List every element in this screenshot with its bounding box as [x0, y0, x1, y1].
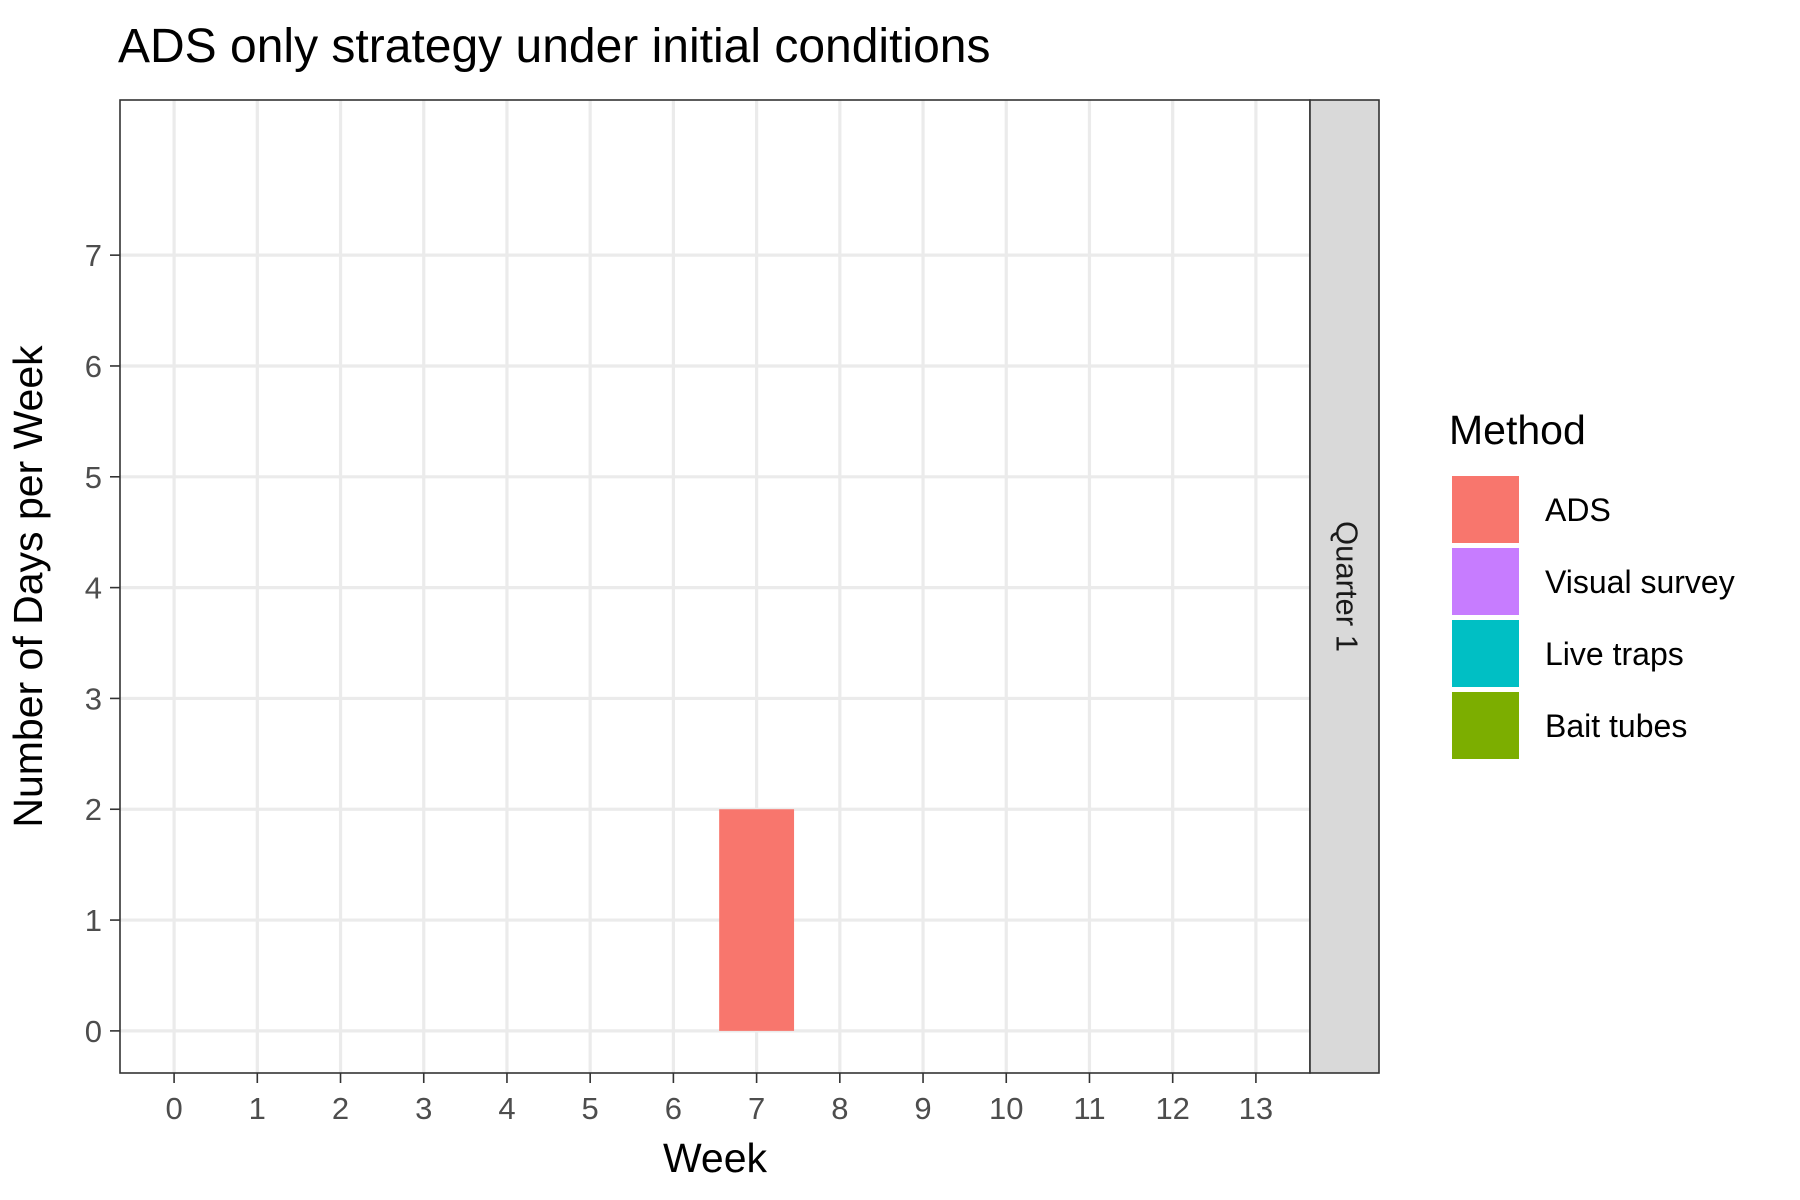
legend-key — [1452, 620, 1519, 687]
legend-label: Bait tubes — [1545, 708, 1687, 744]
x-tick-label: 9 — [914, 1091, 931, 1126]
x-tick-label: 4 — [498, 1091, 515, 1126]
x-tick-label: 10 — [989, 1091, 1023, 1126]
legend-title: Method — [1449, 407, 1586, 453]
x-tick-label: 13 — [1239, 1091, 1273, 1126]
x-tick-label: 2 — [332, 1091, 349, 1126]
x-axis-title: Week — [663, 1135, 768, 1181]
legend-items: ADS Visual survey Live traps Bait tubes — [1452, 476, 1735, 759]
plot-panel — [119, 99, 1311, 1074]
y-gridlines — [120, 253, 1310, 1033]
legend-key — [1452, 548, 1519, 615]
y-tick-label: 6 — [85, 349, 102, 384]
legend-label: Visual survey — [1545, 564, 1735, 600]
x-tick-label: 6 — [665, 1091, 682, 1126]
chart-title: ADS only strategy under initial conditio… — [118, 20, 990, 73]
x-tick-label: 11 — [1073, 1091, 1105, 1126]
bars — [719, 809, 795, 1031]
x-tick-label: 1 — [249, 1091, 266, 1126]
facet-strip-background — [1309, 99, 1380, 1074]
facet-strip: Quarter 1 — [1309, 99, 1380, 1074]
y-tick-label: 2 — [85, 792, 102, 827]
legend-key — [1452, 692, 1519, 759]
legend: Method ADS Visual survey Live traps Bait tu… — [1449, 407, 1735, 759]
x-tick-label: 12 — [1155, 1091, 1189, 1126]
y-tick-label: 0 — [85, 1014, 102, 1049]
x-tick-label: 8 — [831, 1091, 848, 1126]
legend-key — [1452, 476, 1519, 543]
x-tick-label: 0 — [165, 1091, 182, 1126]
y-axis: 0 1 2 3 4 5 6 7 — [85, 238, 120, 1049]
x-tick-label: 5 — [582, 1091, 599, 1126]
y-tick-label: 1 — [85, 903, 102, 938]
y-tick-label: 4 — [85, 571, 102, 606]
bar-week-7 — [719, 809, 795, 1031]
x-axis: 0 1 2 3 4 5 6 7 8 9 10 11 12 13 — [165, 1073, 1273, 1126]
y-axis-title: Number of Days per Week — [5, 345, 51, 828]
x-tick-label: 7 — [748, 1091, 765, 1126]
y-tick-label: 3 — [85, 681, 102, 716]
y-tick-label: 5 — [85, 460, 102, 495]
x-tick-label: 3 — [415, 1091, 432, 1126]
legend-label: Live traps — [1545, 636, 1684, 672]
y-tick-label: 7 — [85, 238, 102, 273]
legend-label: ADS — [1545, 492, 1611, 528]
facet-strip-label: Quarter 1 — [1329, 521, 1364, 652]
